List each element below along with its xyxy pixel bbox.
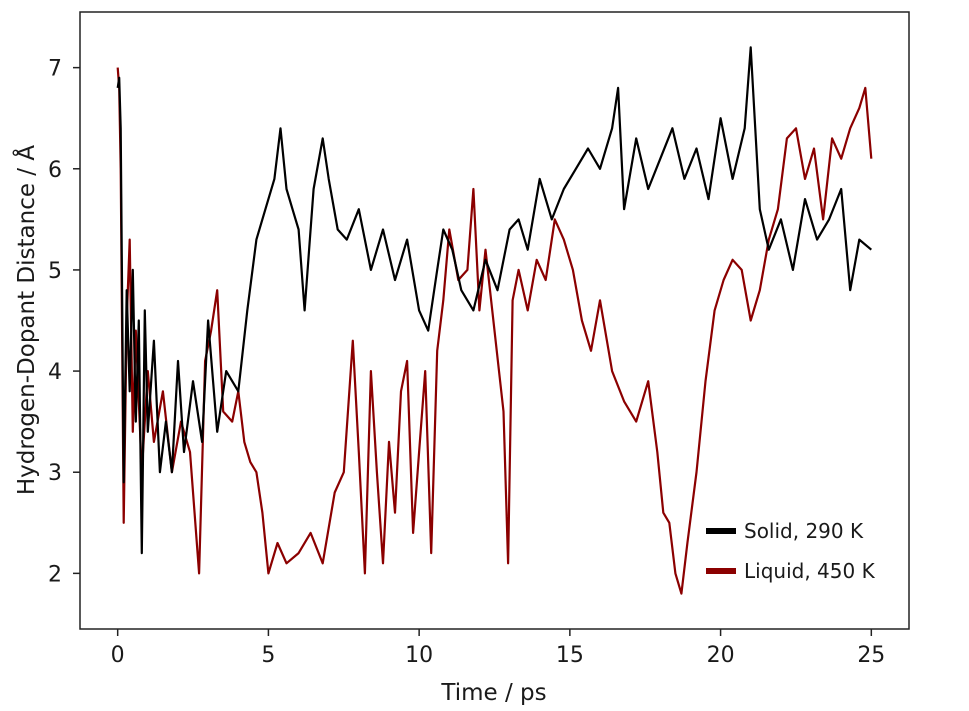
y-tick-label: 2 xyxy=(48,562,62,587)
y-tick-label: 4 xyxy=(48,360,62,385)
x-axis-title: Time / ps xyxy=(440,680,546,706)
series-layer xyxy=(116,46,873,595)
x-tick-label: 25 xyxy=(857,643,885,668)
x-tick-label: 20 xyxy=(707,643,735,668)
y-axis-ticks: 2 3 4 5 6 7 xyxy=(48,57,80,587)
x-tick-label: 5 xyxy=(261,643,275,668)
y-axis-title: Hydrogen-Dopant Distance / Å xyxy=(12,145,40,495)
x-tick-label: 10 xyxy=(405,643,433,668)
legend-label-liquid: Liquid, 450 K xyxy=(744,559,876,583)
x-tick-label: 15 xyxy=(556,643,584,668)
y-tick-label: 3 xyxy=(48,461,62,486)
x-axis-ticks: 0 5 10 15 20 25 xyxy=(111,629,885,668)
series-line-liquid xyxy=(116,67,873,595)
y-tick-label: 7 xyxy=(48,57,62,82)
plot-area-frame xyxy=(79,11,910,630)
y-tick-label: 5 xyxy=(48,259,62,284)
series-line-solid xyxy=(116,46,873,555)
legend-label-solid: Solid, 290 K xyxy=(744,519,864,543)
legend: Solid, 290 K Liquid, 450 K xyxy=(706,519,876,583)
x-tick-label: 0 xyxy=(111,643,125,668)
y-tick-label: 6 xyxy=(48,158,62,183)
